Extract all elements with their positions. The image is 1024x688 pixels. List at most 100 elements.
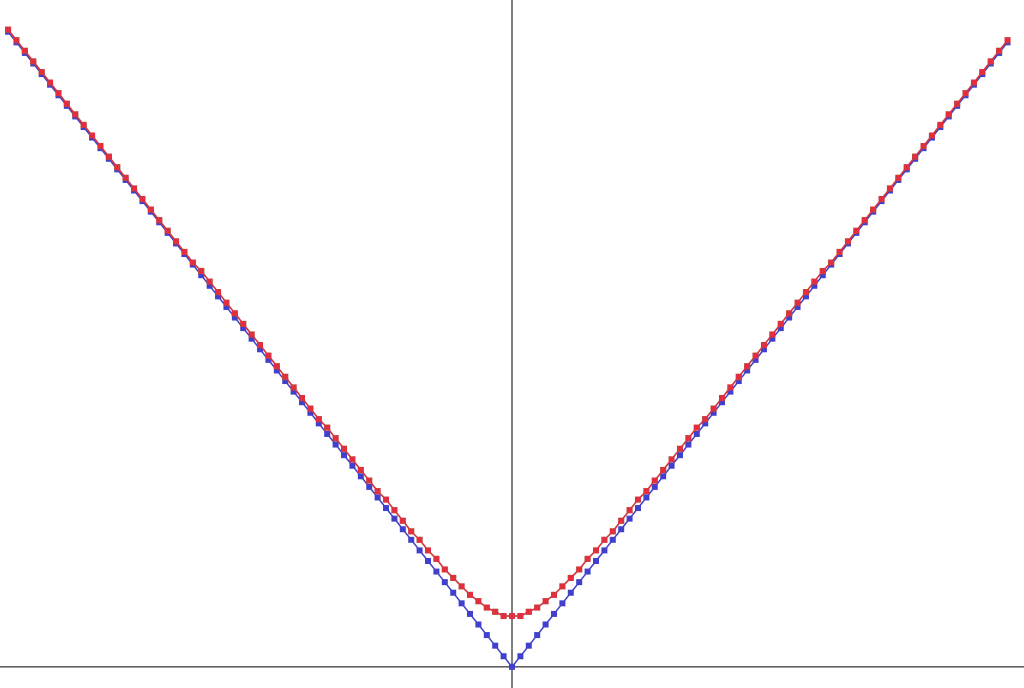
point-marker [601, 547, 608, 554]
point-marker [794, 303, 801, 310]
point-marker [290, 388, 297, 395]
point-marker [47, 79, 54, 86]
point-marker [147, 206, 154, 213]
point-marker [55, 90, 62, 97]
point-marker [777, 320, 784, 327]
point-marker [760, 342, 767, 349]
point-marker [794, 299, 801, 306]
point-marker [954, 100, 961, 107]
point-marker [408, 536, 415, 543]
point-marker [584, 555, 591, 562]
point-marker [475, 621, 482, 628]
point-marker [592, 557, 599, 564]
point-marker [567, 574, 574, 581]
point-marker [72, 111, 79, 118]
point-marker [231, 310, 238, 317]
point-marker [676, 452, 683, 459]
point-marker [819, 267, 826, 274]
point-marker [391, 507, 398, 514]
point-marker [996, 47, 1003, 54]
point-marker [802, 289, 809, 296]
point-marker [811, 282, 818, 289]
point-marker [626, 515, 633, 522]
point-marker [920, 143, 927, 150]
point-marker [450, 574, 457, 581]
point-marker [391, 515, 398, 522]
point-marker [676, 445, 683, 452]
point-marker [332, 435, 339, 442]
point-marker [668, 456, 675, 463]
series-line [7, 29, 1009, 617]
point-marker [802, 293, 809, 300]
point-marker [467, 610, 474, 617]
point-marker [702, 420, 709, 427]
point-marker [618, 526, 625, 533]
point-marker [1004, 37, 1011, 44]
point-marker [559, 583, 566, 590]
point-marker [928, 132, 935, 139]
point-marker [324, 424, 331, 431]
point-marker [416, 536, 423, 543]
point-marker [467, 591, 474, 598]
point-marker [500, 613, 507, 620]
point-marker [231, 314, 238, 321]
point-marker [861, 217, 868, 224]
point-marker [634, 505, 641, 512]
point-marker [492, 642, 499, 649]
point-marker [114, 164, 121, 171]
point-marker [710, 405, 717, 412]
point-marker [525, 642, 532, 649]
series-line [7, 31, 1009, 669]
point-marker [240, 325, 247, 332]
point-marker [475, 598, 482, 605]
point-marker [752, 356, 759, 363]
point-marker [248, 335, 255, 342]
point-marker [181, 248, 188, 255]
point-marker [80, 121, 87, 128]
point-marker [878, 195, 885, 202]
point-marker [198, 267, 205, 274]
point-marker [601, 536, 608, 543]
point-marker [307, 405, 314, 412]
point-marker [651, 477, 658, 484]
point-marker [206, 278, 213, 285]
point-marker [962, 90, 969, 97]
point-marker [727, 384, 734, 391]
point-marker [693, 430, 700, 437]
point-marker [534, 604, 541, 611]
point-marker [63, 100, 70, 107]
point-marker [257, 342, 264, 349]
point-marker [710, 409, 717, 416]
point-marker [450, 589, 457, 596]
point-marker [786, 314, 793, 321]
point-marker [441, 566, 448, 573]
point-marker [416, 547, 423, 554]
point-marker [643, 494, 650, 501]
point-marker [685, 435, 692, 442]
point-marker [30, 58, 37, 65]
point-marker [744, 363, 751, 370]
point-marker [189, 259, 196, 266]
point-marker [718, 394, 725, 401]
point-marker [374, 494, 381, 501]
point-marker [492, 608, 499, 615]
point-marker [559, 600, 566, 607]
point-marker [198, 272, 205, 279]
point-marker [735, 378, 742, 385]
point-marker [282, 378, 289, 385]
point-marker [383, 505, 390, 512]
point-marker [836, 248, 843, 255]
point-marker [408, 528, 415, 535]
point-marker [206, 282, 213, 289]
point-marker [215, 289, 222, 296]
point-marker [886, 185, 893, 192]
point-marker [458, 583, 465, 590]
point-marker [265, 356, 272, 363]
point-marker [173, 238, 180, 245]
point-marker [223, 299, 230, 306]
point-marker [5, 26, 12, 33]
point-marker [89, 132, 96, 139]
point-marker [366, 483, 373, 490]
point-marker [248, 331, 255, 338]
